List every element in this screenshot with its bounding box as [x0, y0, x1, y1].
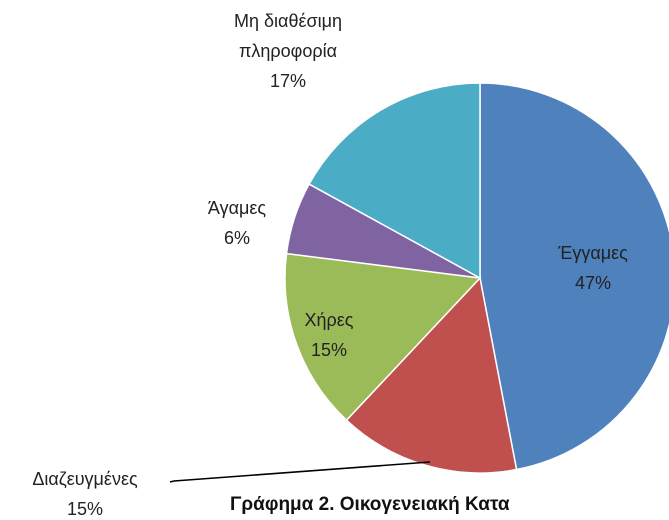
- pie-slice: [345, 276, 518, 474]
- value-label: 6%: [223, 228, 250, 248]
- slice-label: Μη διαθέσιμη πληροφορία 17%: [213, 6, 363, 96]
- category-label: Έγγαμες: [558, 243, 628, 263]
- slice-label: Έγγαμες 47%: [518, 238, 668, 298]
- chart-title: Γράφημα 2. Οικογενειακή Κατα: [230, 494, 510, 515]
- category-label: Μη διαθέσιμη πληροφορία: [234, 11, 342, 61]
- value-label: 15%: [310, 340, 348, 360]
- pie-slice: [479, 82, 669, 471]
- pie-slice: [284, 252, 482, 422]
- category-label: Άγαμες: [207, 198, 267, 218]
- value-label: 17%: [269, 71, 307, 91]
- value-label: 47%: [574, 273, 612, 293]
- leader-line: [169, 461, 431, 483]
- category-label: Διαζευγμένες: [32, 469, 138, 489]
- category-label: Χήρες: [304, 310, 354, 330]
- slice-label: Χήρες 15%: [254, 305, 404, 365]
- value-label: 15%: [66, 499, 104, 519]
- slice-label: Διαζευγμένες 15%: [0, 464, 175, 520]
- slice-label: Άγαμες 6%: [162, 193, 312, 253]
- pie-slice: [308, 82, 481, 280]
